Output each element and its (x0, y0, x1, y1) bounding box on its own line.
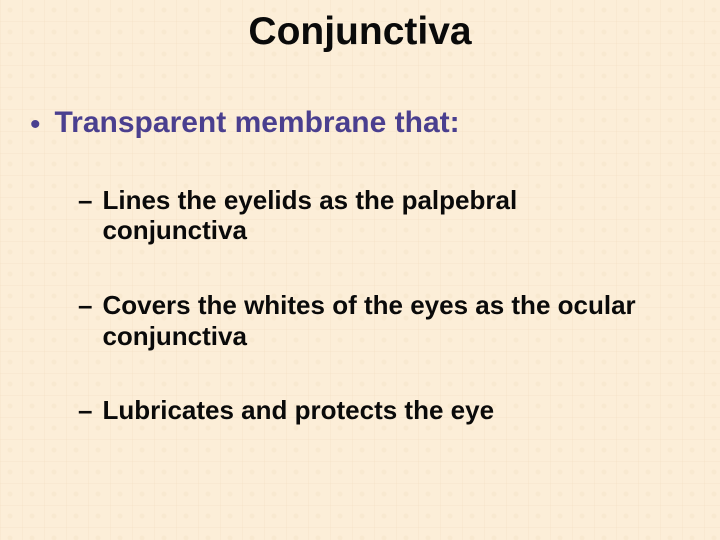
slide-title: Conjunctiva (0, 10, 720, 54)
dash-icon: – (78, 290, 92, 321)
dash-icon: – (78, 395, 92, 426)
sub-bullet-text: Covers the whites of the eyes as the ocu… (102, 290, 662, 351)
main-bullet: • Transparent membrane that: (30, 106, 720, 141)
bullet-dot-icon: • (30, 110, 41, 140)
dash-icon: – (78, 185, 92, 216)
sub-bullet-text: Lubricates and protects the eye (102, 395, 494, 426)
sub-bullet-item: – Lines the eyelids as the palpebral con… (78, 185, 680, 246)
sub-bullet-item: – Lubricates and protects the eye (78, 395, 680, 426)
sub-bullet-list: – Lines the eyelids as the palpebral con… (78, 185, 680, 426)
sub-bullet-text: Lines the eyelids as the palpebral conju… (102, 185, 662, 246)
slide: Conjunctiva • Transparent membrane that:… (0, 0, 720, 540)
main-bullet-text: Transparent membrane that: (55, 106, 460, 141)
sub-bullet-item: – Covers the whites of the eyes as the o… (78, 290, 680, 351)
